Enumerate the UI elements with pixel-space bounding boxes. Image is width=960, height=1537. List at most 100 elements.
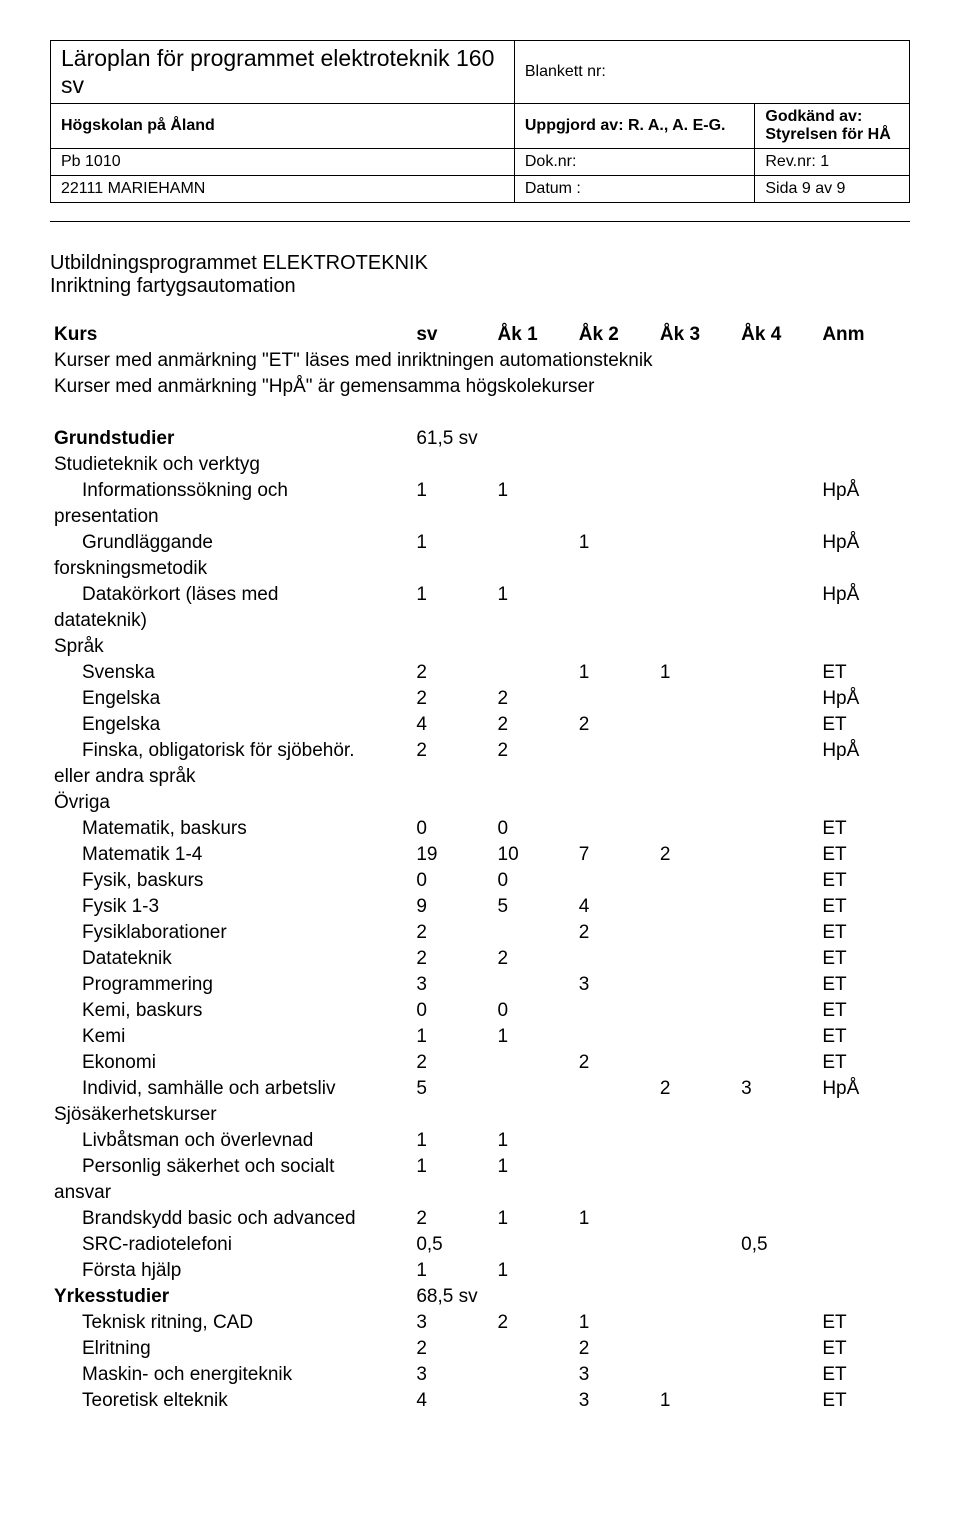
th-ak1: Åk 1 xyxy=(494,322,575,348)
row-ak1: 0 xyxy=(494,998,575,1024)
table-row: Matematik 1-4 19 10 7 2 ET xyxy=(50,842,910,868)
row-ak1: 2 xyxy=(494,1310,575,1336)
row-anm: ET xyxy=(818,712,910,738)
th-ak4: Åk 4 xyxy=(737,322,818,348)
row-ak2: 1 xyxy=(575,1310,656,1336)
row-anm: ET xyxy=(818,1050,910,1076)
row-sv: 3 xyxy=(412,1362,493,1388)
row-ak2: 1 xyxy=(575,1206,656,1232)
row-name: Brandskydd basic och advanced xyxy=(54,1208,408,1230)
table-row: Ekonomi 2 2 ET xyxy=(50,1050,910,1076)
grund-sv: 61,5 sv xyxy=(412,426,493,452)
table-row: Informationssökning och 1 1 HpÅ xyxy=(50,478,910,504)
row-name: Matematik, baskurs xyxy=(54,818,408,840)
row-sv: 19 xyxy=(412,842,493,868)
row-sv: 2 xyxy=(412,946,493,972)
city: 22111 MARIEHAMN xyxy=(51,176,515,203)
row-name: Engelska xyxy=(54,688,408,710)
table-row: Grundläggande 1 1 HpÅ xyxy=(50,530,910,556)
table-header-row: Kurs sv Åk 1 Åk 2 Åk 3 Åk 4 Anm xyxy=(50,322,910,348)
table-row: Finska, obligatorisk för sjöbehör. 2 2 H… xyxy=(50,738,910,764)
note-row: Kurser med anmärkning "ET" läses med inr… xyxy=(50,348,910,374)
row-ak4: 3 xyxy=(737,1076,818,1102)
row-ak1: 0 xyxy=(494,868,575,894)
row-ak3: 2 xyxy=(656,1076,737,1102)
program-subtitle: Inriktning fartygsautomation xyxy=(50,275,910,298)
row-sv: 5 xyxy=(412,1076,493,1102)
row-sv: 2 xyxy=(412,1336,493,1362)
table-row: eller andra språk xyxy=(50,764,910,790)
row-sv: 2 xyxy=(412,1050,493,1076)
row-name: Personlig säkerhet och socialt xyxy=(54,1156,408,1178)
row-anm: ET xyxy=(818,1310,910,1336)
table-row: Kemi 1 1 ET xyxy=(50,1024,910,1050)
row-ak1: 1 xyxy=(494,478,575,504)
row-ak2: 2 xyxy=(575,920,656,946)
row-anm: HpÅ xyxy=(818,686,910,712)
sjosakerhet-label: Sjösäkerhetskurser xyxy=(50,1102,910,1128)
row-sv: 1 xyxy=(412,530,493,556)
row-name: Kemi, baskurs xyxy=(54,1000,408,1022)
table-row: Livbåtsman och överlevnad 1 1 xyxy=(50,1128,910,1154)
row-name: Teknisk ritning, CAD xyxy=(54,1312,408,1334)
row-name: Elritning xyxy=(54,1338,408,1360)
table-row: Fysiklaborationer 2 2 ET xyxy=(50,920,910,946)
th-anm: Anm xyxy=(818,322,910,348)
row-name: SRC-radiotelefoni xyxy=(54,1234,408,1256)
note1: Kurser med anmärkning "ET" läses med inr… xyxy=(50,348,910,374)
row-anm: ET xyxy=(818,946,910,972)
row-name2: ansvar xyxy=(50,1180,412,1206)
row-ak1: 2 xyxy=(494,738,575,764)
divider xyxy=(50,221,910,222)
table-row: Programmering 3 3 ET xyxy=(50,972,910,998)
program-title-text: Utbildningsprogrammet ELEKTROTEKNIK xyxy=(50,252,428,274)
row-ak1: 1 xyxy=(494,1128,575,1154)
row-name: Individ, samhälle och arbetsliv xyxy=(54,1078,408,1100)
row-name2: datateknik) xyxy=(50,608,412,634)
row-ak2: 2 xyxy=(575,1336,656,1362)
row-name: Datakörkort (läses med xyxy=(54,584,408,606)
row-sv: 3 xyxy=(412,972,493,998)
row-ak4: 0,5 xyxy=(737,1232,818,1258)
blankett-label: Blankett nr: xyxy=(514,41,909,104)
row-ak1: 2 xyxy=(494,686,575,712)
row-name: Ekonomi xyxy=(54,1052,408,1074)
table-row: Svenska 2 1 1 ET xyxy=(50,660,910,686)
row-sv: 2 xyxy=(412,920,493,946)
row-sv: 2 xyxy=(412,686,493,712)
row-name2: forskningsmetodik xyxy=(50,556,412,582)
subsection-row: Sjösäkerhetskurser xyxy=(50,1102,910,1128)
subsection-row: Språk xyxy=(50,634,910,660)
row-name: Livbåtsman och överlevnad xyxy=(54,1130,408,1152)
table-row: Brandskydd basic och advanced 2 1 1 xyxy=(50,1206,910,1232)
row-name: Informationssökning och xyxy=(54,480,408,502)
table-row: Teknisk ritning, CAD 3 2 1 ET xyxy=(50,1310,910,1336)
row-anm: ET xyxy=(818,1024,910,1050)
row-sv: 2 xyxy=(412,660,493,686)
table-row: Engelska 2 2 HpÅ xyxy=(50,686,910,712)
datum: Datum : xyxy=(514,176,755,203)
table-row: presentation xyxy=(50,504,910,530)
section-row: Grundstudier 61,5 sv xyxy=(50,426,910,452)
row-anm: ET xyxy=(818,1388,910,1414)
row-name: Grundläggande xyxy=(54,532,408,554)
row-sv: 1 xyxy=(412,478,493,504)
row-sv: 0 xyxy=(412,868,493,894)
row-anm: ET xyxy=(818,660,910,686)
row-anm: HpÅ xyxy=(818,478,910,504)
row-anm: ET xyxy=(818,816,910,842)
note-row: Kurser med anmärkning "HpÅ" är gemensamm… xyxy=(50,374,910,400)
row-ak3: 1 xyxy=(656,660,737,686)
table-row: Teoretisk elteknik 4 3 1 ET xyxy=(50,1388,910,1414)
th-ak3: Åk 3 xyxy=(656,322,737,348)
row-anm: ET xyxy=(818,998,910,1024)
th-ak2: Åk 2 xyxy=(575,322,656,348)
table-row: Fysik 1-3 9 5 4 ET xyxy=(50,894,910,920)
row-ak2: 2 xyxy=(575,712,656,738)
row-name: Matematik 1-4 xyxy=(54,844,408,866)
row-sv: 2 xyxy=(412,1206,493,1232)
table-row: Datateknik 2 2 ET xyxy=(50,946,910,972)
row-sv: 1 xyxy=(412,1154,493,1180)
row-ak2: 7 xyxy=(575,842,656,868)
table-row: ansvar xyxy=(50,1180,910,1206)
